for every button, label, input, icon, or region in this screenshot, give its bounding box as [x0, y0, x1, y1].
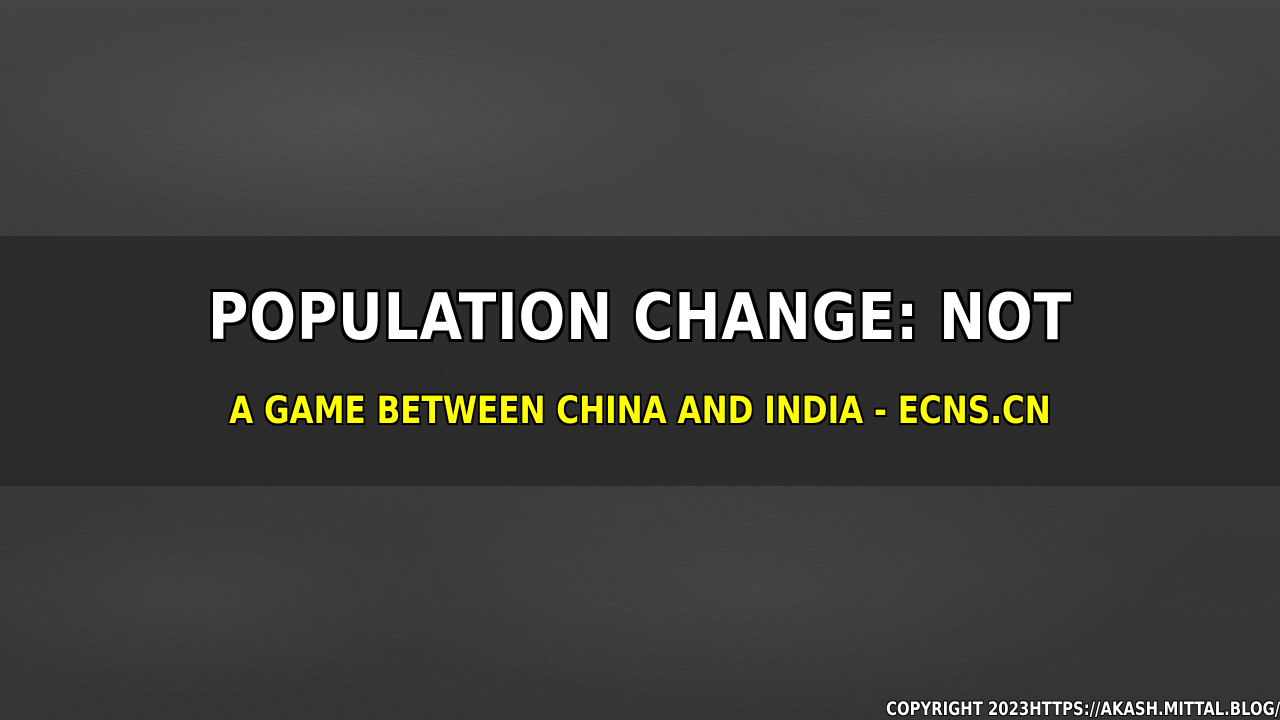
copyright-notice: COPYRIGHT 2023HTTPS://AKASH.MITTAL.BLOG/: [885, 698, 1280, 720]
headline-subtitle: A GAME BETWEEN CHINA AND INDIA - ECNS.CN: [229, 389, 1051, 432]
headline-title: POPULATION CHANGE: NOT: [208, 281, 1072, 355]
title-band: [0, 236, 1280, 486]
